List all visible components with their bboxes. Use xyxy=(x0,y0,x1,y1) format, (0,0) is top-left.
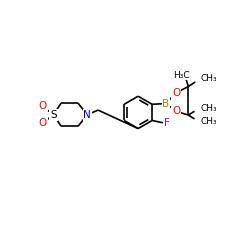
Text: F: F xyxy=(164,118,170,128)
Text: O: O xyxy=(172,106,180,116)
Text: H₃C: H₃C xyxy=(173,70,190,80)
Text: CH₃: CH₃ xyxy=(201,74,217,84)
Text: CH₃: CH₃ xyxy=(201,117,217,126)
Text: B: B xyxy=(162,98,170,108)
Text: O: O xyxy=(38,118,47,128)
Text: O: O xyxy=(38,101,47,111)
Text: O: O xyxy=(172,88,180,98)
Text: S: S xyxy=(50,110,57,120)
Text: CH₃: CH₃ xyxy=(201,104,217,114)
Text: N: N xyxy=(84,110,91,120)
